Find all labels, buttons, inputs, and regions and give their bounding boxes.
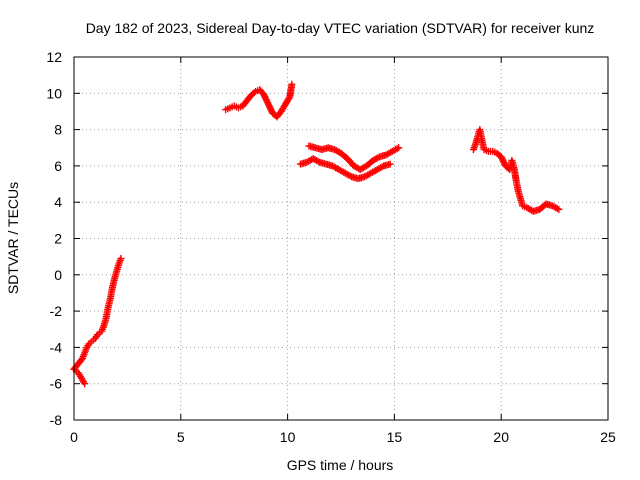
- y-tick-label: -6: [50, 376, 63, 392]
- y-tick-label: 6: [54, 158, 62, 174]
- x-tick-label: 0: [70, 429, 78, 445]
- axis-ticks: 0 5 10 15 20 25 -8 -6 -4 -2 0 2 4 6 8 10 12: [46, 49, 616, 445]
- data-point: [288, 80, 296, 88]
- x-tick-label: 15: [387, 429, 403, 445]
- y-tick-label: 0: [54, 267, 62, 283]
- data-point-interp: [378, 163, 386, 171]
- data-point-interp: [393, 145, 401, 153]
- data-point-interp: [250, 89, 258, 97]
- y-tick-label: 4: [54, 194, 62, 210]
- x-tick-label: 5: [177, 429, 185, 445]
- y-tick-label: 8: [54, 122, 62, 138]
- data-point-interp: [553, 205, 561, 213]
- data-point-interp: [285, 94, 293, 102]
- y-tick-label: 12: [46, 49, 62, 65]
- data-points: [70, 80, 563, 388]
- y-axis-label: SDTVAR / TECUs: [5, 182, 21, 294]
- data-point: [395, 144, 403, 152]
- x-tick-label: 20: [493, 429, 509, 445]
- chart-title: Day 182 of 2023, Sidereal Day-to-day VTE…: [86, 20, 595, 36]
- data-point-interp: [374, 154, 382, 162]
- x-tick-label: 25: [600, 429, 616, 445]
- y-tick-label: -2: [50, 303, 63, 319]
- y-tick-label: 10: [46, 85, 62, 101]
- data-point: [117, 254, 125, 262]
- y-tick-label: 2: [54, 231, 62, 247]
- data-point: [386, 160, 394, 168]
- data-point: [555, 205, 563, 213]
- x-axis-label: GPS time / hours: [287, 457, 394, 473]
- data-point-interp: [314, 157, 322, 165]
- y-tick-label: -8: [50, 412, 63, 428]
- x-tick-label: 10: [280, 429, 296, 445]
- data-point-interp: [346, 172, 354, 180]
- data-point: [81, 380, 89, 388]
- y-tick-label: -4: [50, 339, 63, 355]
